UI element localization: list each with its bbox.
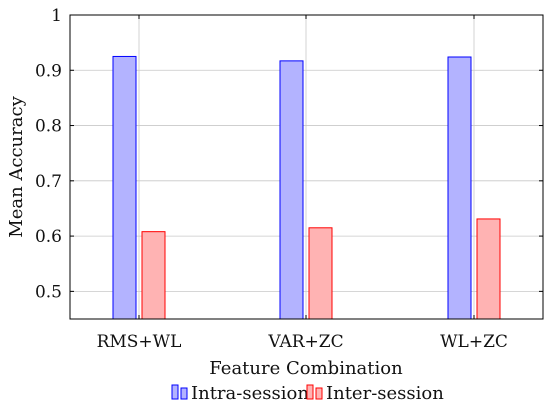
x-tick-label: RMS+WL [97, 332, 182, 352]
legend-swatch [171, 384, 179, 400]
y-tick-label: 0.5 [35, 282, 62, 302]
bar-inter-session [476, 218, 501, 320]
legend-label: Inter-session [326, 383, 444, 404]
x-tick-label: WL+ZC [440, 332, 508, 352]
tick-marks [70, 14, 543, 319]
y-tick-label: 0.9 [35, 61, 62, 81]
x-tick-labels: RMS+WL VAR+ZC WL+ZC [97, 332, 508, 352]
legend-swatch [315, 387, 323, 400]
y-tick-label: 0.8 [35, 117, 62, 137]
bar-intra-session [447, 56, 472, 320]
bars [112, 55, 501, 320]
bar-intra-session [112, 55, 137, 320]
legend-label: Intra-session [191, 383, 309, 404]
x-axis-label: Feature Combination [209, 358, 403, 379]
legend-swatch [306, 384, 314, 400]
legend: Intra-session Inter-session [171, 383, 444, 404]
legend-swatch [180, 387, 188, 400]
x-tick-label: VAR+ZC [267, 332, 343, 352]
y-axis-label: Mean Accuracy [6, 95, 27, 237]
y-tick-labels: 0.5 0.6 0.7 0.8 0.9 1 [35, 6, 62, 302]
y-tick-label: 0.7 [35, 172, 62, 192]
y-tick-label: 0.6 [35, 227, 62, 247]
grid [70, 14, 543, 319]
bar-intra-session [279, 60, 304, 320]
plot-area-frame [69, 14, 544, 320]
y-tick-label: 1 [51, 6, 62, 26]
bar-inter-session [141, 231, 166, 320]
bar-inter-session [308, 227, 333, 320]
